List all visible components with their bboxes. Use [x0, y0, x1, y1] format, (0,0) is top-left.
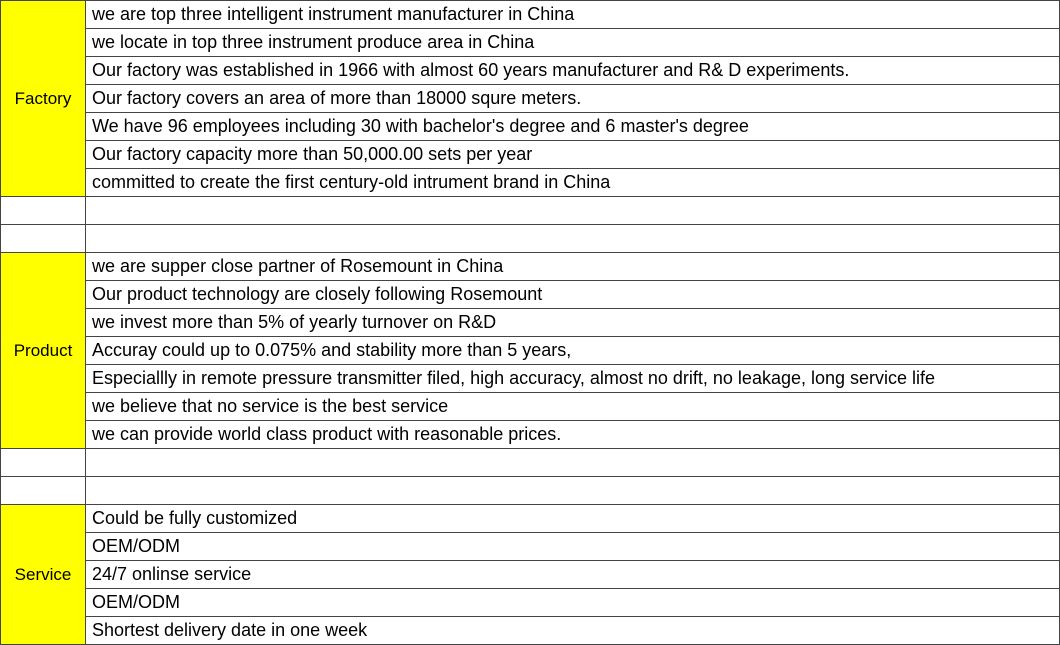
table-cell: committed to create the first century-ol… — [86, 169, 1060, 197]
table-cell: We have 96 employees including 30 with b… — [86, 113, 1060, 141]
table-row: OEM/ODM — [1, 533, 1060, 561]
table-cell: Our product technology are closely follo… — [86, 281, 1060, 309]
table-row: we invest more than 5% of yearly turnove… — [1, 309, 1060, 337]
table-cell-empty — [1, 477, 86, 505]
table-cell: OEM/ODM — [86, 589, 1060, 617]
table-empty-row — [1, 477, 1060, 505]
table-cell-empty — [1, 225, 86, 253]
table-row: Service Could be fully customized — [1, 505, 1060, 533]
table-empty-row — [1, 197, 1060, 225]
table-cell: Could be fully customized — [86, 505, 1060, 533]
table-row: we can provide world class product with … — [1, 421, 1060, 449]
table-cell: we are top three intelligent instrument … — [86, 1, 1060, 29]
table-cell: we can provide world class product with … — [86, 421, 1060, 449]
table-row: Especiallly in remote pressure transmitt… — [1, 365, 1060, 393]
table-cell-empty — [86, 449, 1060, 477]
table-cell: Our factory capacity more than 50,000.00… — [86, 141, 1060, 169]
table-row: Shortest delivery date in one week — [1, 617, 1060, 645]
table-row: Our product technology are closely follo… — [1, 281, 1060, 309]
table-cell: Our factory was established in 1966 with… — [86, 57, 1060, 85]
table-empty-row — [1, 449, 1060, 477]
table-cell-empty — [86, 477, 1060, 505]
table-cell: Accuray could up to 0.075% and stability… — [86, 337, 1060, 365]
table-row: we locate in top three instrument produc… — [1, 29, 1060, 57]
table-cell-empty — [1, 197, 86, 225]
table-cell-empty — [1, 449, 86, 477]
table-cell: OEM/ODM — [86, 533, 1060, 561]
table-row: we believe that no service is the best s… — [1, 393, 1060, 421]
table-cell: Especiallly in remote pressure transmitt… — [86, 365, 1060, 393]
table-row: We have 96 employees including 30 with b… — [1, 113, 1060, 141]
table-cell: we believe that no service is the best s… — [86, 393, 1060, 421]
table-row: Product we are supper close partner of R… — [1, 253, 1060, 281]
table-row: committed to create the first century-ol… — [1, 169, 1060, 197]
table-row: Our factory was established in 1966 with… — [1, 57, 1060, 85]
table-cell: we are supper close partner of Rosemount… — [86, 253, 1060, 281]
info-table: Factory we are top three intelligent ins… — [0, 0, 1060, 645]
table-cell: Shortest delivery date in one week — [86, 617, 1060, 645]
table-row: OEM/ODM — [1, 589, 1060, 617]
table-row: Our factory capacity more than 50,000.00… — [1, 141, 1060, 169]
table-cell: we invest more than 5% of yearly turnove… — [86, 309, 1060, 337]
table-empty-row — [1, 225, 1060, 253]
table-row: Accuray could up to 0.075% and stability… — [1, 337, 1060, 365]
table-cell: we locate in top three instrument produc… — [86, 29, 1060, 57]
section-label-factory: Factory — [1, 1, 86, 197]
table-cell-empty — [86, 225, 1060, 253]
section-label-product: Product — [1, 253, 86, 449]
table-row: Factory we are top three intelligent ins… — [1, 1, 1060, 29]
table-cell-empty — [86, 197, 1060, 225]
table-cell: Our factory covers an area of more than … — [86, 85, 1060, 113]
table-row: Our factory covers an area of more than … — [1, 85, 1060, 113]
